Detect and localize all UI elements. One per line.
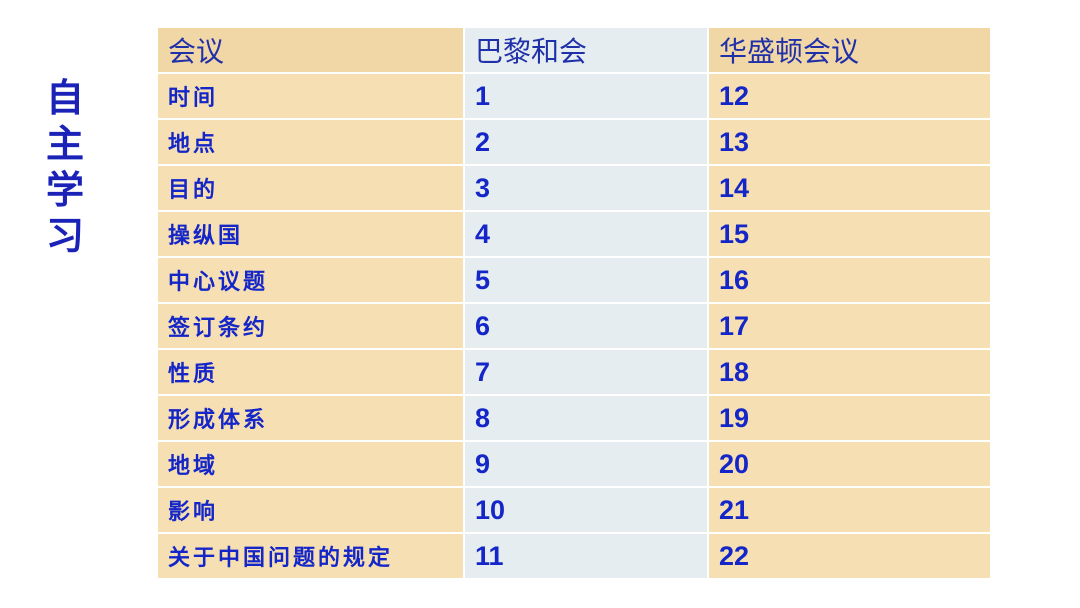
value-cell: 5 xyxy=(465,258,707,302)
value-cell: 4 xyxy=(465,212,707,256)
table-row: 地点 2 13 xyxy=(158,120,990,164)
header-cell: 会议 xyxy=(158,28,463,72)
table-row: 操纵国 4 15 xyxy=(158,212,990,256)
row-label-cell: 形成体系 xyxy=(158,396,463,440)
side-title-char: 学 xyxy=(45,167,84,212)
side-title-char: 主 xyxy=(45,121,84,166)
value-cell: 9 xyxy=(465,442,707,486)
value-cell: 17 xyxy=(709,304,990,348)
table-row: 签订条约 6 17 xyxy=(158,304,990,348)
table-row: 形成体系 8 19 xyxy=(158,396,990,440)
value-cell: 13 xyxy=(709,120,990,164)
header-cell: 巴黎和会 xyxy=(465,28,707,72)
value-cell: 18 xyxy=(709,350,990,394)
side-title-char: 自 xyxy=(45,75,84,120)
table-row: 影响 10 21 xyxy=(158,488,990,532)
table-row: 中心议题 5 16 xyxy=(158,258,990,302)
row-label-cell: 签订条约 xyxy=(158,304,463,348)
table-row: 性质 7 18 xyxy=(158,350,990,394)
value-cell: 15 xyxy=(709,212,990,256)
value-cell: 3 xyxy=(465,166,707,210)
table-row: 关于中国问题的规定 11 22 xyxy=(158,534,990,578)
table-row: 地域 9 20 xyxy=(158,442,990,486)
row-label-cell: 关于中国问题的规定 xyxy=(158,534,463,578)
row-label-cell: 操纵国 xyxy=(158,212,463,256)
row-label-cell: 中心议题 xyxy=(158,258,463,302)
value-cell: 10 xyxy=(465,488,707,532)
row-label-cell: 地域 xyxy=(158,442,463,486)
value-cell: 7 xyxy=(465,350,707,394)
row-label-cell: 性质 xyxy=(158,350,463,394)
table-row: 目的 3 14 xyxy=(158,166,990,210)
value-cell: 21 xyxy=(709,488,990,532)
value-cell: 11 xyxy=(465,534,707,578)
header-cell: 华盛顿会议 xyxy=(709,28,990,72)
value-cell: 8 xyxy=(465,396,707,440)
table-row: 时间 1 12 xyxy=(158,74,990,118)
value-cell: 6 xyxy=(465,304,707,348)
value-cell: 20 xyxy=(709,442,990,486)
row-label-cell: 地点 xyxy=(158,120,463,164)
value-cell: 1 xyxy=(465,74,707,118)
row-label-cell: 影响 xyxy=(158,488,463,532)
side-title: 自 主 学 习 xyxy=(40,75,90,259)
value-cell: 19 xyxy=(709,396,990,440)
value-cell: 22 xyxy=(709,534,990,578)
value-cell: 14 xyxy=(709,166,990,210)
value-cell: 2 xyxy=(465,120,707,164)
table-header-row: 会议 巴黎和会 华盛顿会议 xyxy=(158,28,990,72)
value-cell: 16 xyxy=(709,258,990,302)
row-label-cell: 时间 xyxy=(158,74,463,118)
value-cell: 12 xyxy=(709,74,990,118)
side-title-char: 习 xyxy=(45,213,84,258)
comparison-table: 会议 巴黎和会 华盛顿会议 时间 1 12 地点 2 13 目的 3 14 操纵国 4 15 中心议题 5… xyxy=(156,26,992,580)
row-label-cell: 目的 xyxy=(158,166,463,210)
